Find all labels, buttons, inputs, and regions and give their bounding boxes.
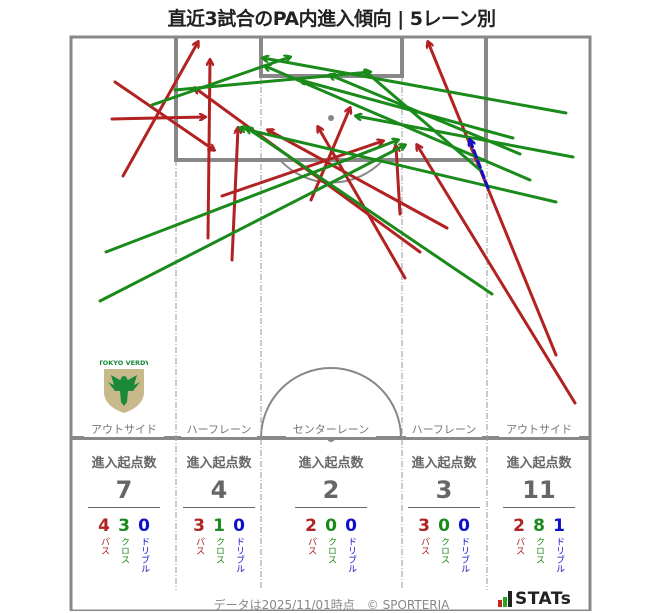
stats-header: 進入起点数 [506,456,572,471]
dribble-count: 0 ドリブル [345,516,357,573]
pass-count: 2 パス [305,516,317,555]
entry-arrow [104,140,398,254]
divider [88,507,160,508]
dribble-count: 1 ドリブル [553,516,565,573]
entry-arrow [240,128,558,204]
entry-arrow [268,130,449,230]
stats-header: 進入起点数 [186,456,252,471]
lane-label-outside-right: アウトサイド [499,421,579,437]
entry-total: 7 [115,476,133,504]
lane-label-halfspace-left: ハーフレーン [181,421,257,437]
entry-arrow [300,80,515,140]
svg-text:TOKYO VERDY: TOKYO VERDY [100,359,148,367]
lane-stats-outside-right: 進入起点数 11 2 パス 8 クロス 1 ドリブル [499,452,579,573]
pitch-outline [69,35,592,611]
stats-header: 進入起点数 [411,456,477,471]
entry-total: 4 [210,476,228,504]
entry-arrow [220,141,383,198]
entry-arrow [98,145,405,303]
entry-arrow [428,42,558,357]
pass-arrows [110,42,577,405]
cross-count: 8 クロス [533,516,545,564]
divider [408,507,480,508]
entry-arrow [121,42,198,178]
center-circle [260,367,402,439]
pass-count: 2 パス [513,516,525,555]
entry-arrow [470,140,490,190]
entry-arrow [365,71,482,172]
dribble-count: 0 ドリブル [458,516,470,573]
entry-total: 3 [435,476,453,504]
entry-arrow [309,108,350,202]
stats-header: 進入起点数 [298,456,364,471]
entry-total: 2 [322,476,340,504]
lane-stats-halfspace-left: 進入起点数 4 3 パス 1 クロス 0 ドリブル [179,452,259,573]
pass-count: 4 パス [98,516,110,555]
bar-chart-icon [498,591,512,607]
divider [183,507,255,508]
dribble-arrows [470,140,490,190]
pass-count: 3 パス [418,516,430,555]
stats-header: 進入起点数 [91,456,157,471]
page-title: 直近3試合のPA内進入傾向 | 5レーン別 [167,8,496,30]
cross-count: 3 クロス [118,516,130,564]
cross-count: 1 クロス [213,516,225,564]
pass-count: 3 パス [193,516,205,555]
lane-label-outside-left: アウトサイド [84,421,164,437]
stats-brand-logo: STATs [498,589,571,609]
entry-arrow [113,80,214,150]
data-date-note: データは2025/11/01時点 © SPORTERIA [213,598,450,612]
entry-arrow [417,145,577,405]
lane-stats-halfspace-right: 進入起点数 3 3 パス 0 クロス 0 ドリブル [404,452,484,573]
entry-total: 11 [522,476,556,504]
entry-arrow [247,128,494,296]
divider [295,507,367,508]
lane-stats-outside-left: 進入起点数 7 4 パス 3 クロス 0 ドリブル [84,452,164,573]
entry-arrow [173,72,370,92]
penalty-spot [328,115,334,121]
lane-stats-center: 進入起点数 2 2 パス 0 クロス 0 ドリブル [291,452,371,573]
entry-arrow [396,146,402,216]
lane-label-center: センターレーン [286,421,376,437]
entry-arrow [356,116,575,159]
eagle-crest-icon: TOKYO VERDY [98,359,150,413]
entry-arrow [263,58,568,115]
entry-arrow [230,128,238,262]
cross-count: 0 クロス [325,516,337,564]
lane-label-halfspace-right: ハーフレーン [406,421,482,437]
cross-count: 0 クロス [438,516,450,564]
cross-arrows [98,57,575,303]
dribble-count: 0 ドリブル [138,516,150,573]
entry-arrow [110,117,205,119]
divider [503,507,575,508]
dribble-count: 0 ドリブル [233,516,245,573]
team-logo: TOKYO VERDY [98,358,150,414]
